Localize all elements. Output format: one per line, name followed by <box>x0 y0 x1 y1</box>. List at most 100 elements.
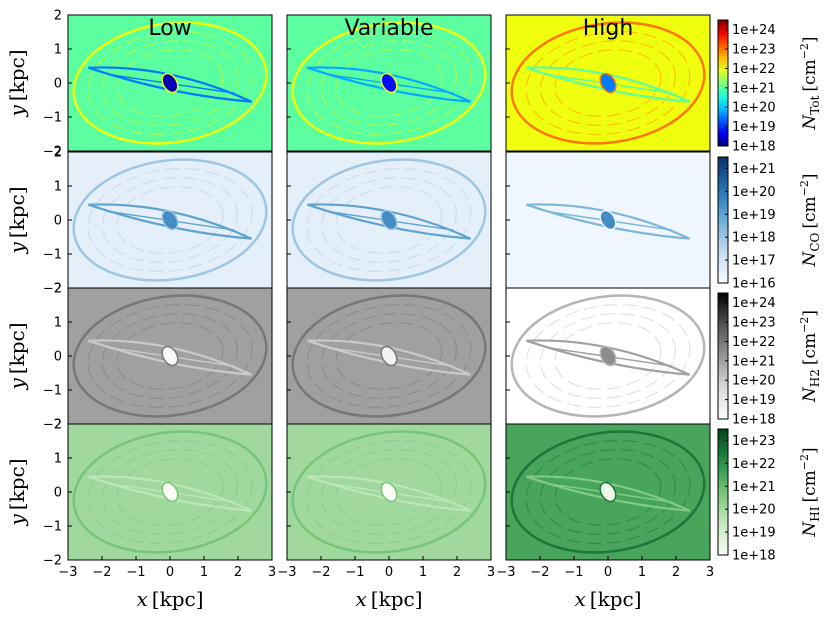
shell-arc-2 <box>320 177 458 263</box>
y-tick-label: −1 <box>43 111 62 126</box>
colorbar-co: 1e+21 1e+20 1e+19 1e+18 1e+17 1e+16 NCO[cm−2] <box>717 156 822 292</box>
x-tick-label: 3 <box>268 565 276 580</box>
panel-co-variable <box>286 151 492 289</box>
column-title-low: Low <box>148 16 191 41</box>
colorbar-tick-label: 1e+23 <box>732 434 776 449</box>
central-core <box>380 481 398 503</box>
shell-arc-3 <box>335 49 443 117</box>
colorbar-tick-label: 1e+16 <box>732 277 776 292</box>
central-core <box>599 72 617 94</box>
shell-ring <box>510 21 706 145</box>
shell-arc-3 <box>554 186 662 254</box>
colorbar-tick-label: 1e+20 <box>732 374 776 389</box>
y-axis-co: −2 −1 0 1 2 y[kpc] <box>5 146 510 297</box>
x-axis-low: −3 −2 −1 0 1 2 3 x [kpc] <box>58 556 276 611</box>
x-axis-label: x [kpc] <box>136 587 203 611</box>
shell-arc-1 <box>306 31 472 135</box>
column-title-variable: Variable <box>344 16 433 41</box>
colorbar-tick-label: 1e+21 <box>732 81 776 96</box>
panel-h2-variable <box>286 287 492 425</box>
shell-arc-1 <box>306 168 472 272</box>
shell-arc-2 <box>101 449 239 535</box>
bar-filaments <box>88 475 253 512</box>
central-core <box>380 209 398 231</box>
colorbar-h2: 1e+24 1e+23 1e+22 1e+21 1e+20 1e+19 1e+18 NH2[c… <box>717 292 822 428</box>
y-tick-label: 1 <box>54 43 62 58</box>
central-core <box>599 345 617 367</box>
x-tick-label: 1 <box>200 565 208 580</box>
panel-h2-high <box>505 287 711 425</box>
bar-filaments <box>307 66 472 103</box>
colorbar-tick-label: 1e+24 <box>732 23 776 38</box>
colorbar-tick-label: 1e+20 <box>732 503 776 518</box>
shell-arc-3 <box>554 322 662 390</box>
shell-arc-2 <box>320 40 458 126</box>
shell-ring <box>510 430 706 554</box>
colorbar-tick-label: 1e+18 <box>732 413 776 428</box>
shell-arc-3 <box>335 458 443 526</box>
central-core <box>380 72 398 94</box>
y-axis-label: y[kpc] <box>5 49 29 117</box>
shell-arc-3 <box>335 186 443 254</box>
colorbar-tick-label: 1e+20 <box>732 101 776 116</box>
colorbar-label-tot: NTot[cm−2] <box>798 36 822 130</box>
shell-arc-2 <box>539 40 677 126</box>
x-tick-label: −3 <box>58 565 77 580</box>
x-tick-label: 3 <box>706 565 714 580</box>
colorbar-tick-label: 1e+19 <box>732 120 776 135</box>
central-core <box>161 209 179 231</box>
y-tick-label: 0 <box>54 77 62 92</box>
bar-filaments <box>88 66 253 103</box>
colorbar-gradient <box>717 19 729 147</box>
bar-filaments <box>526 475 691 512</box>
y-tick-label: −1 <box>43 248 62 263</box>
shell-ring <box>291 294 487 418</box>
x-tick-label: −2 <box>92 565 111 580</box>
panel-hi-high <box>505 423 711 561</box>
x-tick-label: 2 <box>672 565 680 580</box>
colorbar-tick-label: 1e+17 <box>732 254 776 269</box>
y-tick-label: −2 <box>43 282 62 297</box>
shell-arc-1 <box>525 31 691 135</box>
shell-arc-1 <box>525 304 691 408</box>
colorbar-gradient <box>717 156 729 284</box>
y-tick-label: 2 <box>54 9 62 24</box>
shell-arc-2 <box>101 177 239 263</box>
y-tick-label: 0 <box>54 486 62 501</box>
colorbar-tick-label: 1e+22 <box>732 335 776 350</box>
x-tick-label: 2 <box>234 565 242 580</box>
central-core <box>161 481 179 503</box>
panel-co-high <box>505 151 711 289</box>
bar-filaments <box>307 339 472 376</box>
shell-arc-2 <box>320 449 458 535</box>
y-tick-label: −2 <box>43 145 62 160</box>
panel-hi-variable <box>286 423 492 561</box>
bar-filaments <box>526 339 691 376</box>
shell-arc-1 <box>87 440 253 544</box>
y-tick-label: −2 <box>43 554 62 569</box>
colorbar-gradient <box>717 428 729 556</box>
panel-tot-variable <box>286 14 492 152</box>
y-tick-label: 1 <box>54 452 62 467</box>
shell-arc-1 <box>306 304 472 408</box>
shell-arc-3 <box>116 49 224 117</box>
shell-arc-3 <box>116 458 224 526</box>
panel-tot-high <box>505 14 711 152</box>
y-tick-label: 2 <box>54 282 62 297</box>
bar-filaments <box>526 66 691 103</box>
bar-filaments <box>88 203 253 240</box>
central-core <box>599 209 617 231</box>
y-tick-label: 1 <box>54 180 62 195</box>
x-tick-label: 0 <box>166 565 174 580</box>
shell-ring <box>291 158 487 282</box>
shell-arc-2 <box>101 40 239 126</box>
shell-arc-2 <box>539 449 677 535</box>
x-axis-label: x [kpc] <box>355 587 422 611</box>
colorbar-tick-label: 1e+24 <box>732 296 776 311</box>
shell-arc-1 <box>525 440 691 544</box>
y-tick-label: −1 <box>43 384 62 399</box>
x-tick-label: 2 <box>453 565 461 580</box>
colorbar-tick-label: 1e+22 <box>732 457 776 472</box>
x-tick-label: 0 <box>604 565 612 580</box>
